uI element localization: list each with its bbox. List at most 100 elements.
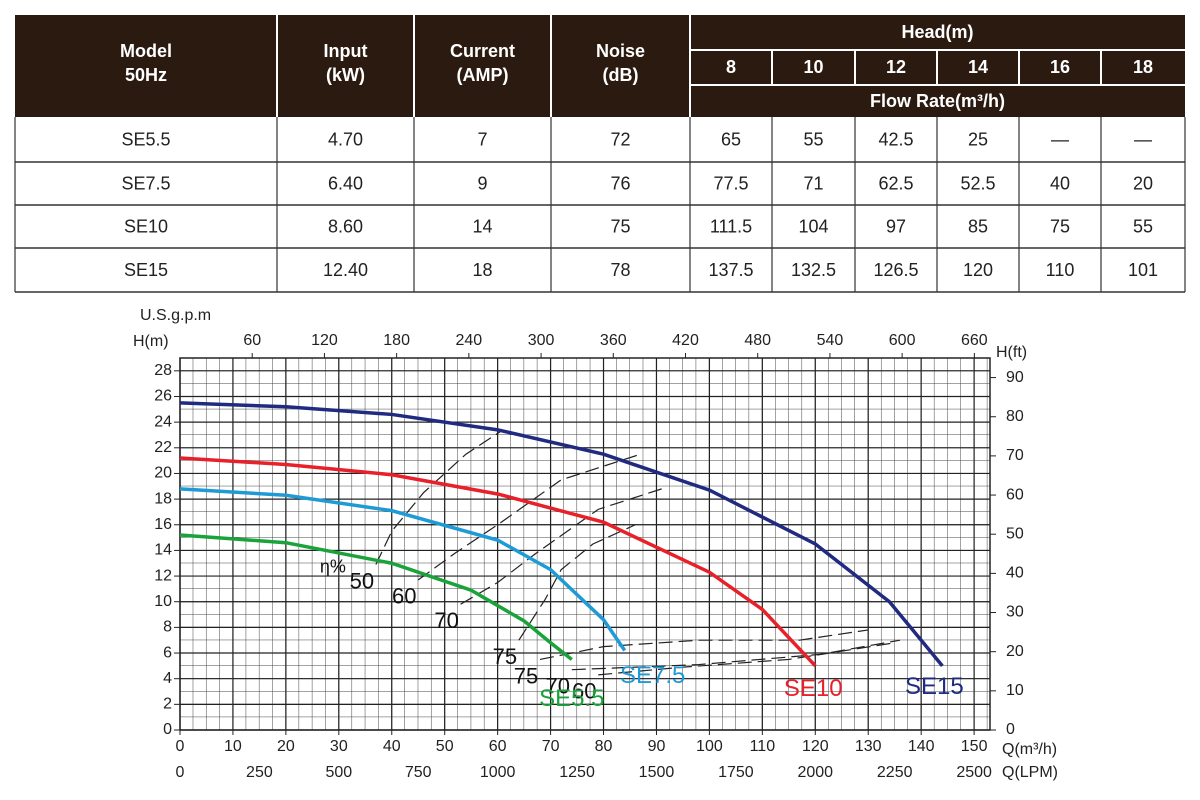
curve-label: SE10 <box>784 675 843 702</box>
table-cell: 126.5 <box>873 260 918 280</box>
x-tick-label: 70 <box>542 738 560 755</box>
y2-tick-label: 0 <box>1006 721 1015 738</box>
efficiency-label: 50 <box>350 568 374 593</box>
y2-tick-label: 30 <box>1006 604 1024 621</box>
head-value: 18 <box>1133 57 1153 77</box>
efficiency-curve <box>417 453 641 581</box>
table-cell: 9 <box>477 173 487 193</box>
y-tick-label: 12 <box>154 567 172 584</box>
x3-tick-label: 750 <box>405 764 432 781</box>
x-tick-label: 60 <box>489 738 507 755</box>
x3-tick-label: 250 <box>246 764 273 781</box>
curve-label: SE5.5 <box>539 685 604 712</box>
y2-tick-label: 50 <box>1006 525 1024 542</box>
table-header-bg <box>15 15 1185 117</box>
table-cell: 12.40 <box>323 260 368 280</box>
x-tick-label: 140 <box>908 738 935 755</box>
y-tick-label: 6 <box>163 644 172 661</box>
table-cell: 7 <box>477 129 487 149</box>
x-tick-label: 130 <box>855 738 882 755</box>
table-cell: 14 <box>472 216 492 236</box>
table-cell: 75 <box>1050 216 1070 236</box>
y2-tick-label: 90 <box>1006 369 1024 386</box>
pump-curve <box>179 533 573 661</box>
x-tick-label: 120 <box>802 738 829 755</box>
head-value: 16 <box>1050 57 1070 77</box>
y2-tick-label: 60 <box>1006 486 1024 503</box>
curve-label: SE15 <box>905 673 964 700</box>
x-tick-label: 0 <box>176 738 185 755</box>
column-header: Current <box>450 41 515 61</box>
column-header: 50Hz <box>125 65 167 85</box>
x-tick-label: 30 <box>330 738 348 755</box>
y-tick-label: 20 <box>154 465 172 482</box>
table-cell: 85 <box>968 216 988 236</box>
y2-tick-label: 70 <box>1006 447 1024 464</box>
x2-axis-title: U.S.g.p.m <box>140 307 211 324</box>
y-tick-label: 16 <box>154 516 172 533</box>
y-tick-label: 4 <box>163 670 172 687</box>
y2-axis-title: H(ft) <box>996 344 1027 361</box>
x-tick-label: 50 <box>436 738 454 755</box>
x-tick-label: 110 <box>750 738 776 755</box>
efficiency-curve <box>598 642 895 676</box>
table-cell: SE15 <box>124 260 168 280</box>
column-header: Noise <box>596 41 645 61</box>
table-cell: 18 <box>472 260 492 280</box>
column-header: (dB) <box>603 65 639 85</box>
column-header: Model <box>120 41 172 61</box>
x3-tick-label: 2250 <box>877 764 913 781</box>
table-cell: SE10 <box>124 216 168 236</box>
efficiency-label: 60 <box>572 679 596 704</box>
table-cell: 71 <box>803 173 823 193</box>
x2-tick-label: 660 <box>961 332 988 349</box>
table-cell: 42.5 <box>878 129 913 149</box>
table-cell: 25 <box>968 129 988 149</box>
flow-label: Flow Rate(m³/h) <box>870 91 1005 111</box>
table-cell: 6.40 <box>328 173 363 193</box>
x-tick-label: 80 <box>595 738 613 755</box>
x2-tick-label: 420 <box>672 332 699 349</box>
pump-curve <box>179 487 627 652</box>
x-tick-label: 40 <box>383 738 401 755</box>
y2-tick-label: 40 <box>1006 565 1024 582</box>
head-value: 12 <box>886 57 906 77</box>
efficiency-label: 70 <box>434 608 458 633</box>
table-cell: 75 <box>610 216 630 236</box>
efficiency-curve <box>518 524 636 641</box>
x2-tick-label: 180 <box>383 332 410 349</box>
table-cell: 40 <box>1050 173 1070 193</box>
table-cell: SE7.5 <box>121 173 170 193</box>
table-cell: 72 <box>610 129 630 149</box>
table-cell: — <box>1051 129 1069 149</box>
y2-tick-label: 20 <box>1006 643 1024 660</box>
table-cell: 78 <box>610 260 630 280</box>
curve-label: SE7.5 <box>620 662 685 689</box>
x3-tick-label: 1250 <box>559 764 595 781</box>
x2-tick-label: 120 <box>311 332 338 349</box>
efficiency-unit: η% <box>320 556 346 576</box>
efficiency-curve <box>539 629 869 661</box>
table-cell: 111.5 <box>710 216 752 236</box>
minor-grid-area <box>180 358 990 730</box>
table-cell: SE5.5 <box>121 129 170 149</box>
x3-axis-title: Q(LPM) <box>1002 764 1058 781</box>
y-tick-label: 2 <box>163 696 172 713</box>
y2-tick-label: 10 <box>1006 682 1024 699</box>
x-tick-label: 10 <box>224 738 242 755</box>
table-cell: 132.5 <box>791 260 836 280</box>
table-cell: 110 <box>1046 260 1075 280</box>
plot-frame <box>179 357 991 731</box>
x2-tick-label: 60 <box>243 332 261 349</box>
y-axis-title: H(m) <box>133 333 169 350</box>
table-cell: 8.60 <box>328 216 363 236</box>
table-cell: — <box>1134 129 1152 149</box>
y-tick-label: 24 <box>154 413 172 430</box>
y-tick-label: 18 <box>154 490 172 507</box>
head-label: Head(m) <box>901 22 973 42</box>
table-cell: 62.5 <box>878 173 913 193</box>
table-cell: 4.70 <box>328 129 363 149</box>
column-header: (kW) <box>326 65 365 85</box>
x3-tick-label: 500 <box>325 764 352 781</box>
